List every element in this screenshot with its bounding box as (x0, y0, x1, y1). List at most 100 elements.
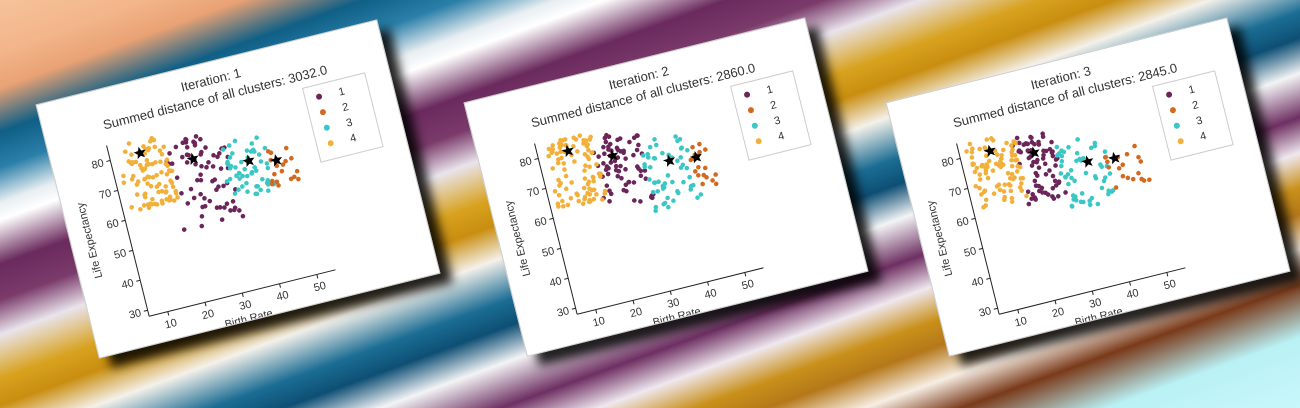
x-tick-label: 20 (629, 306, 644, 321)
data-point-cluster-4 (576, 198, 582, 204)
data-point-cluster-2 (1130, 176, 1136, 182)
data-point-cluster-1 (167, 151, 172, 156)
data-point-cluster-4 (1017, 164, 1023, 170)
data-point-cluster-4 (150, 175, 156, 180)
data-point-cluster-2 (1102, 155, 1108, 160)
legend-label-1: 1 (1187, 83, 1196, 96)
data-point-cluster-3 (254, 184, 259, 189)
data-point-cluster-4 (159, 170, 164, 175)
centroid-star-3 (689, 150, 702, 164)
data-point-cluster-4 (145, 181, 150, 187)
data-point-cluster-3 (249, 169, 255, 175)
data-point-cluster-1 (605, 171, 611, 177)
legend-marker-4 (1177, 138, 1184, 145)
centroid-star-2 (662, 154, 675, 167)
data-point-cluster-4 (1019, 181, 1024, 186)
data-point-cluster-4 (587, 164, 592, 170)
legend-marker-3 (1173, 122, 1180, 129)
x-tick (632, 300, 635, 305)
data-point-cluster-4 (560, 138, 566, 143)
data-point-cluster-4 (586, 147, 591, 153)
data-point-cluster-1 (195, 177, 200, 183)
legend-label-4: 4 (349, 132, 358, 145)
data-point-cluster-4 (565, 202, 571, 208)
data-point-cluster-1 (1049, 150, 1055, 156)
data-point-cluster-3 (1101, 178, 1107, 184)
data-point-cluster-1 (606, 134, 612, 139)
y-axis-line (956, 143, 1000, 315)
data-point-cluster-4 (160, 201, 165, 206)
data-point-cluster-4 (142, 191, 148, 196)
data-point-cluster-3 (1061, 149, 1067, 155)
data-point-cluster-1 (623, 166, 628, 172)
data-point-cluster-4 (163, 161, 169, 167)
data-point-cluster-3 (1054, 144, 1060, 150)
data-point-cluster-4 (582, 176, 588, 181)
data-point-cluster-4 (581, 141, 586, 146)
data-point-cluster-4 (1006, 181, 1012, 187)
y-tick (556, 247, 561, 250)
x-tick-label: 50 (1163, 278, 1178, 293)
centroid-star-2 (1081, 155, 1094, 168)
data-point-cluster-1 (222, 205, 227, 210)
data-point-cluster-1 (199, 163, 204, 169)
data-point-cluster-3 (249, 141, 255, 146)
data-point-cluster-1 (615, 173, 621, 179)
data-point-cluster-4 (990, 168, 996, 173)
data-point-cluster-1 (188, 186, 194, 192)
data-point-cluster-1 (198, 136, 203, 142)
data-point-cluster-1 (184, 160, 190, 165)
data-point-cluster-4 (138, 207, 143, 212)
data-point-cluster-1 (214, 205, 220, 210)
data-point-cluster-4 (144, 157, 150, 163)
x-tick-label: 30 (238, 298, 253, 313)
data-point-cluster-4 (143, 194, 148, 200)
data-point-cluster-2 (274, 179, 280, 185)
legend-marker-2 (319, 109, 326, 116)
y-axis-line (534, 143, 578, 315)
data-point-cluster-3 (642, 162, 647, 167)
data-point-cluster-3 (670, 179, 675, 185)
y-tick (121, 219, 126, 222)
data-point-cluster-1 (180, 154, 185, 160)
data-point-cluster-4 (563, 173, 569, 179)
data-point-cluster-2 (1136, 154, 1141, 160)
y-tick-label: 30 (556, 305, 571, 320)
data-point-cluster-4 (163, 189, 169, 194)
data-point-cluster-4 (977, 177, 983, 182)
legend-label-3: 3 (773, 115, 782, 128)
data-point-cluster-4 (1009, 163, 1015, 169)
data-point-cluster-4 (173, 188, 178, 194)
data-point-cluster-4 (1013, 158, 1018, 163)
data-point-cluster-4 (590, 174, 596, 180)
data-point-cluster-3 (228, 163, 234, 169)
data-point-cluster-3 (690, 182, 696, 188)
centroid-star-4 (561, 144, 574, 158)
data-point-cluster-3 (233, 165, 238, 170)
data-point-cluster-4 (1009, 143, 1014, 148)
y-tick-label: 50 (963, 245, 978, 260)
data-point-cluster-2 (272, 171, 277, 177)
data-point-cluster-3 (640, 153, 646, 158)
data-point-cluster-3 (230, 151, 235, 156)
data-point-cluster-3 (1059, 158, 1065, 164)
data-point-cluster-1 (1030, 191, 1036, 197)
legend-label-3: 3 (345, 117, 354, 130)
data-point-cluster-1 (1025, 189, 1031, 195)
data-point-cluster-3 (1107, 171, 1113, 176)
data-point-cluster-4 (974, 165, 980, 171)
data-point-cluster-3 (1092, 143, 1098, 149)
data-point-cluster-1 (1053, 183, 1059, 188)
data-point-cluster-1 (623, 156, 628, 161)
data-point-cluster-3 (1059, 153, 1065, 159)
data-point-cluster-1 (596, 154, 601, 159)
data-point-cluster-1 (184, 145, 190, 150)
data-point-cluster-4 (130, 173, 136, 179)
data-point-cluster-1 (1056, 179, 1062, 184)
data-point-cluster-1 (619, 175, 624, 181)
data-point-cluster-4 (993, 161, 999, 167)
data-point-cluster-1 (1042, 161, 1048, 167)
data-point-cluster-3 (671, 198, 676, 204)
data-point-cluster-4 (973, 183, 979, 189)
data-point-cluster-4 (145, 147, 151, 153)
